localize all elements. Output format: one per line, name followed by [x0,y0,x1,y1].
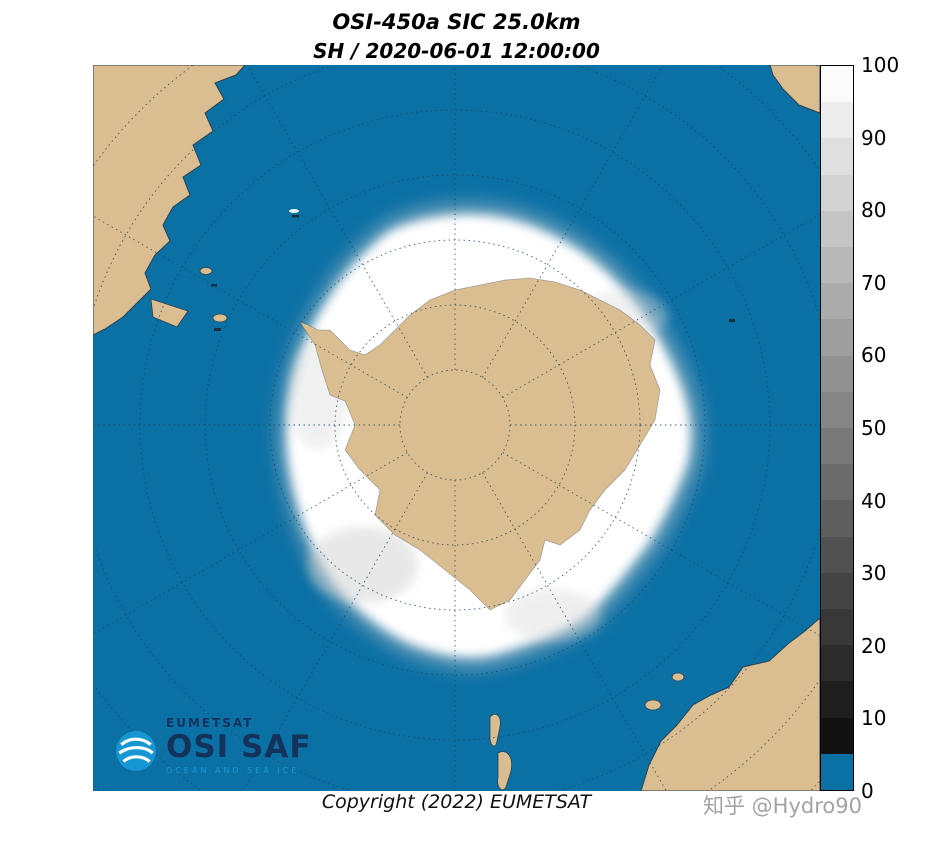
island-speck [292,215,299,218]
colorbar-tick-label: 20 [861,633,887,658]
colorbar-segment [821,102,853,139]
logo-text-block: EUMETSAT OSI SAF OCEAN AND SEA ICE [166,716,312,775]
colorbar [820,65,854,791]
island-speck [214,328,221,331]
figure-subtitle: SH / 2020-06-01 12:00:00 [313,39,600,63]
island [671,672,685,682]
ice-concentration-patch [505,589,601,641]
colorbar-segment [821,247,853,284]
figure-title: OSI-450a SIC 25.0km [332,10,581,34]
colorbar-tick-label: 100 [861,53,900,77]
colorbar-tick-label: 0 [861,779,874,803]
colorbar-segment [821,283,853,320]
colorbar-segment [821,464,853,501]
colorbar-segment [821,753,853,791]
colorbar-segment [821,536,853,573]
island [212,313,228,323]
colorbar-tick-label: 70 [861,270,887,295]
watermark: 知乎 @Hydro90 [703,794,862,818]
ice-concentration-patch [308,527,418,603]
logo-eumetsat-text: EUMETSAT [166,716,254,730]
colorbar-segment [821,391,853,429]
tierra-del-fuego-island [150,298,189,328]
island-speck [211,284,217,287]
colorbar-ticks: 100 90 80 70 60 50 40 30 20 10 0 [861,53,925,803]
colorbar-segment [821,210,853,248]
new-zealand-island [497,751,513,791]
colorbar-segment [821,138,853,175]
colorbar-segment [821,609,853,646]
osisaf-logo: EUMETSAT OSI SAF OCEAN AND SEA ICE [115,716,312,775]
colorbar-tick-label: 50 [861,416,887,440]
colorbar-tick-label: 40 [861,488,887,513]
ice-speck [289,209,299,213]
colorbar-segment [821,645,853,682]
australia-landmass [640,617,820,791]
map-svg [93,65,820,791]
colorbar-tick-label: 60 [861,343,887,368]
new-zealand-island [489,713,501,747]
copyright-text: Copyright (2022) EUMETSAT [321,791,592,813]
graticule [93,65,820,791]
colorbar-segment [821,717,853,754]
island-speck [729,319,735,322]
colorbar-segment [821,355,853,392]
colorbar-segment [821,319,853,356]
eumetsat-globe-icon [115,730,157,772]
colorbar-segment [821,681,853,718]
antarctica-landmass [299,277,661,611]
africa-tip-landmass [769,65,820,114]
map-panel: EUMETSAT OSI SAF OCEAN AND SEA ICE [93,65,820,791]
colorbar-segment [821,572,853,610]
colorbar-segment [821,500,853,537]
colorbar-segment [821,174,853,211]
colorbar-tick-label: 90 [861,125,887,150]
logo-osisaf-text: OSI SAF [166,729,312,765]
logo-tagline-text: OCEAN AND SEA ICE [166,766,300,775]
colorbar-segment [821,428,853,465]
colorbar-tick-label: 10 [861,706,887,731]
island [199,267,213,275]
colorbar-tick-label: 80 [861,198,887,223]
colorbar-segment [821,66,853,103]
colorbar-segments [821,66,853,791]
south-america-landmass [93,65,246,336]
island [644,699,662,711]
colorbar-tick-label: 30 [861,561,887,586]
landmasses [93,65,820,791]
